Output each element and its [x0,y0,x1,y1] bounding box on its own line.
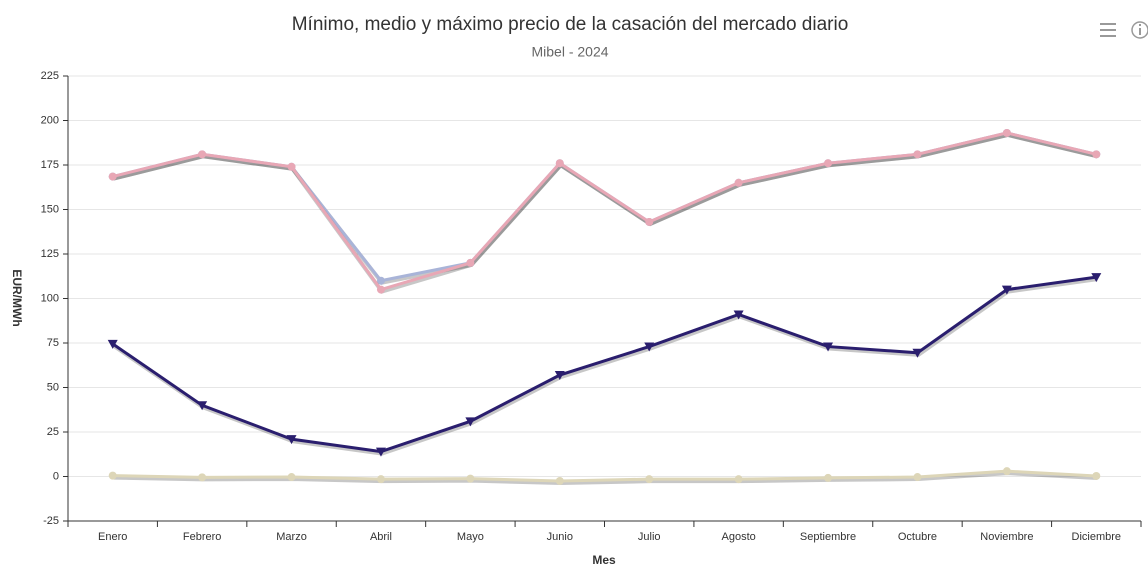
marker [1002,467,1011,476]
marker [555,476,564,485]
marker [286,435,297,445]
marker [645,475,654,484]
y-tick-label: -25 [43,515,59,527]
marker [1001,285,1012,295]
y-tick-label: 25 [47,426,59,438]
y-tick-label: 50 [47,381,59,393]
marker [375,447,386,457]
y-tick-label: 225 [41,70,59,82]
marker [287,473,296,482]
y-tick-label: 100 [41,292,59,304]
chart-subtitle: Mibel - 2024 [531,44,608,60]
marker [913,150,922,159]
y-tick-label: 200 [41,114,59,126]
marker [734,475,743,484]
series-line [112,131,1097,292]
info-icon[interactable] [1131,21,1148,39]
x-tick-label: Septiembre [800,531,856,543]
marker [734,178,743,187]
x-axis-label: Mes [592,553,616,566]
marker [108,172,117,181]
menu-icon[interactable] [1100,23,1116,37]
marker [376,285,385,294]
x-tick-label: Mayo [457,531,484,543]
y-axis-label: EUR/MWh [10,269,24,326]
series-shadow [113,132,1098,285]
marker [644,342,655,352]
marker [824,473,833,482]
x-tick-label: Marzo [276,531,307,543]
marker [465,417,476,427]
marker [466,258,475,267]
x-tick-label: Diciembre [1072,531,1122,543]
marker [733,310,744,320]
series-shadow [112,277,1098,456]
series-shadow [113,132,1098,294]
marker [823,342,834,352]
marker [108,471,117,480]
marker [824,159,833,168]
marker [1091,273,1102,283]
marker [376,475,385,484]
marker [1092,150,1101,159]
x-tick-label: Julio [638,531,661,543]
x-tick-label: Abril [370,531,392,543]
marker [645,217,654,226]
x-tick-label: Enero [98,531,127,543]
x-tick-label: Agosto [722,531,756,543]
marker [912,348,923,358]
marker [197,401,208,411]
y-tick-label: 75 [47,337,59,349]
marker [198,473,207,482]
x-tick-label: Octubre [898,531,937,543]
marker [555,159,564,168]
marker [554,371,565,381]
x-tick-label: Noviembre [980,531,1033,543]
x-tick-label: Junio [547,531,573,543]
marker [1092,471,1101,480]
series-shadow [113,471,1098,485]
series-line [112,469,1097,483]
marker [376,276,385,285]
marker [107,339,118,349]
series-line [112,131,1097,283]
x-tick-label: Febrero [183,531,222,543]
marker [198,150,207,159]
marker [287,162,296,171]
chart-title: Mínimo, medio y máximo precio de la casa… [292,14,849,35]
series-line [111,275,1097,454]
y-tick-label: 125 [41,248,59,260]
marker [913,473,922,482]
y-tick-label: 175 [41,159,59,171]
y-tick-label: 0 [53,470,59,482]
marker [466,474,475,483]
marker [1002,128,1011,137]
y-tick-label: 150 [41,203,59,215]
